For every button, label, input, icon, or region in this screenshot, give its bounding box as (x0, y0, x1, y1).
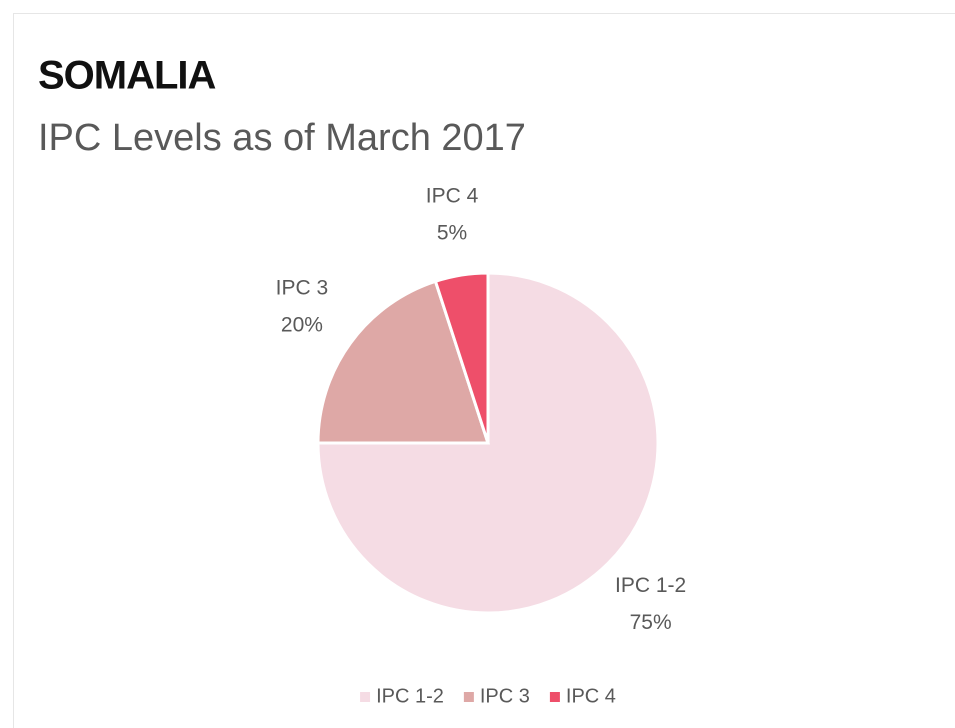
data-label-name: IPC 4 (426, 184, 479, 207)
frame (13, 13, 955, 728)
chart-subtitle: IPC Levels as of March 2017 (38, 117, 526, 159)
data-label-value: 20% (281, 313, 323, 336)
pie-slice (316, 279, 491, 445)
data-label-name: IPC 3 (276, 276, 329, 299)
legend-swatch (463, 692, 474, 702)
legend-swatch (549, 692, 560, 702)
legend-label: IPC 3 (480, 685, 530, 707)
chart-title: SOMALIA (38, 54, 216, 98)
legend-swatch (360, 692, 371, 702)
legend-label: IPC 1-2 (376, 685, 444, 707)
data-label-value: 75% (630, 611, 672, 634)
data-label-value: 5% (437, 221, 467, 244)
pie-slice (316, 271, 660, 615)
pie-slice (433, 271, 490, 444)
data-label-name: IPC 1-2 (615, 574, 686, 597)
legend-label: IPC 4 (566, 685, 616, 707)
